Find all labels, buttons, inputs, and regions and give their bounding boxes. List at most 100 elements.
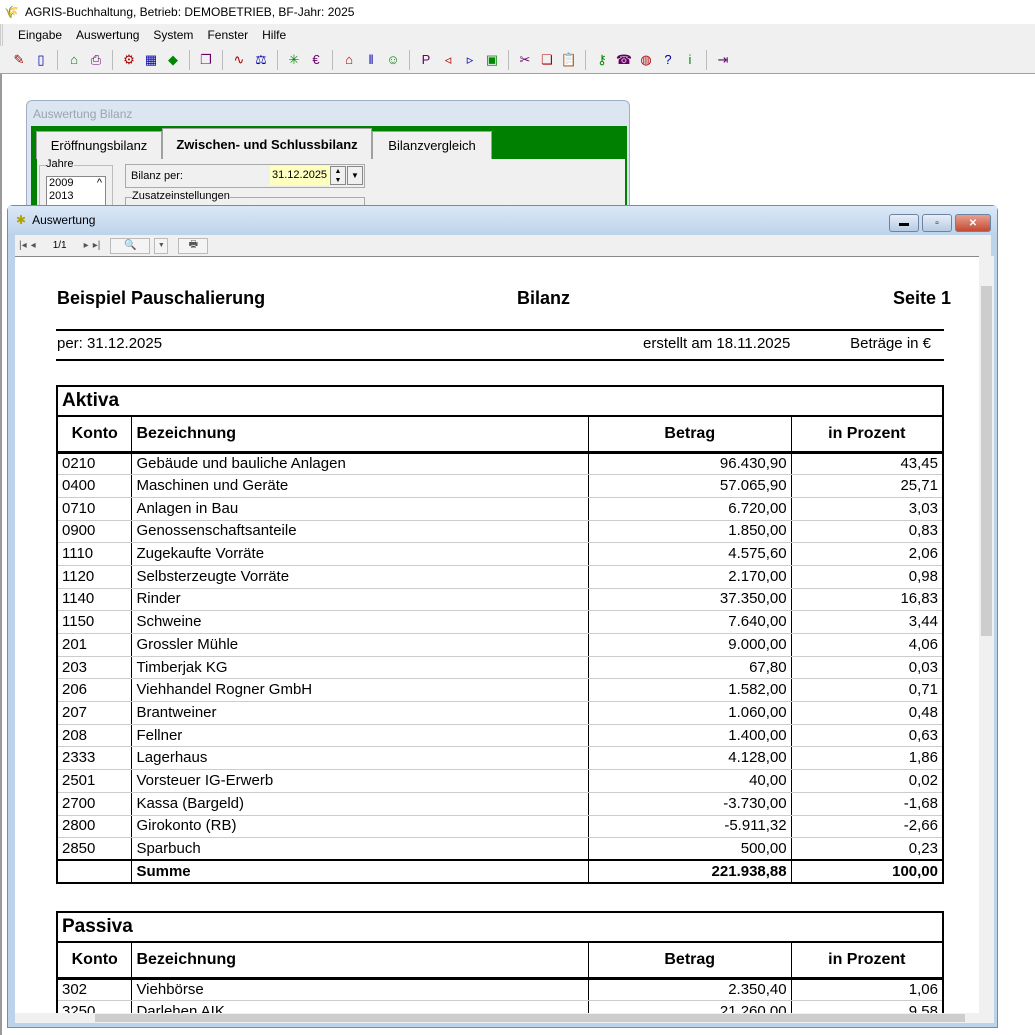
first-page-icon[interactable]: |◂: [19, 240, 27, 251]
money-bag-icon[interactable]: €: [312, 52, 320, 67]
table-row: 2800 Girokonto (RB) -5.911,32 -2,66: [56, 815, 943, 839]
toolbar-separator: [112, 49, 113, 70]
maximize-button[interactable]: ▫: [922, 214, 952, 232]
date-spinner[interactable]: ▲ ▼: [330, 166, 346, 185]
main-toolbar: ✎ ▯ ⌂ ⎙ ⚙ ▦ ◆ ❐ ∿ ⚖ ✳ € ⌂ ‖ ☺ P ◃ ▹ ▣ ✂ ❏ 📋 ⚷ ☎ ◍? i ⇥: [0, 46, 1035, 74]
burst-icon[interactable]: ✳: [288, 52, 300, 67]
farm-tractor-icon[interactable]: ⌂: [345, 52, 353, 67]
help-icon[interactable]: ?: [664, 52, 672, 67]
edit-icon[interactable]: ✎: [13, 52, 25, 67]
auswertung-window: ✱ Auswertung ▬ ▫ ✕ |◂ ◂ 1/1 ▸ ▸| 🔍 ▼ 🖶 B…: [7, 205, 998, 1028]
tab-zwischen-schlussbilanz[interactable]: Zwischen- und Schlussbilanz: [162, 128, 372, 159]
section-header: Passiva: [56, 912, 943, 943]
people-icon[interactable]: ☺: [386, 52, 400, 67]
jahre-item[interactable]: 2009: [49, 177, 74, 189]
menu-auswertung[interactable]: Auswertung: [76, 28, 140, 42]
aktiva-table: Aktiva Konto Bezeichnung Betrag in Prozent 02…: [56, 385, 944, 885]
sum-konto: [56, 859, 132, 884]
toolbar-separator: [706, 49, 707, 70]
cell-prozent: 0,02: [790, 769, 943, 793]
sack-icon[interactable]: ◆: [168, 52, 178, 67]
print-icon[interactable]: 🖶: [178, 237, 209, 254]
zoom-dropdown-icon[interactable]: ▼: [154, 237, 169, 254]
book-icon[interactable]: ▯: [37, 52, 45, 67]
horizontal-scrollbar[interactable]: [15, 1013, 994, 1023]
window-title: Auswertung: [32, 213, 96, 227]
menu-system[interactable]: System: [153, 28, 194, 42]
menu-eingabe[interactable]: Eingabe: [18, 28, 63, 42]
scale-icon[interactable]: ⚖: [255, 52, 267, 67]
section-header: Aktiva: [56, 386, 943, 417]
window-titlebar: ✱ Auswertung: [8, 206, 997, 234]
table-row: 3250 Darlehen AIK 21.260,00 9,58: [56, 1000, 943, 1013]
farm-icon[interactable]: ⌂: [70, 52, 78, 67]
tab-eroeffnungsbilanz[interactable]: Eröffnungsbilanz: [36, 131, 162, 159]
prev-page-icon[interactable]: ◂: [30, 240, 36, 251]
cell-bezeichnung: Grossler Mühle: [131, 633, 589, 657]
cell-konto: 201: [56, 633, 132, 657]
copy-pages-icon[interactable]: ❐: [200, 52, 212, 67]
cell-bezeichnung: Gebäude und bauliche Anlagen: [131, 452, 589, 476]
last-page-icon[interactable]: ▸|: [92, 240, 101, 251]
table-row: 0710 Anlagen in Bau 6.720,00 3,03: [56, 497, 943, 521]
bilanz-per-date-input[interactable]: 31.12.2025: [270, 166, 330, 185]
tractor-icon[interactable]: ⚙: [123, 52, 135, 67]
bilanz-per-group: Bilanz per: 31.12.2025 ▲ ▼ ▼: [125, 164, 365, 188]
tab-bilanzvergleich[interactable]: Bilanzvergleich: [372, 131, 492, 159]
menu-hilfe[interactable]: Hilfe: [262, 28, 287, 42]
left-columns-icon[interactable]: ◃: [444, 52, 452, 67]
cell-betrag: 1.400,00: [587, 724, 792, 748]
tubes-icon[interactable]: ‖: [368, 52, 374, 67]
column-headers: Konto Bezeichnung Betrag in Prozent: [56, 942, 943, 980]
cell-betrag: 40,00: [587, 769, 792, 793]
curve-icon[interactable]: ∿: [233, 52, 245, 67]
column-headers: Konto Bezeichnung Betrag in Prozent: [56, 416, 943, 454]
cell-bezeichnung: Rinder: [131, 588, 589, 612]
scissors-icon[interactable]: ✂: [519, 52, 531, 67]
date-dropdown-button[interactable]: ▼: [347, 166, 363, 185]
column-header: Konto: [56, 942, 132, 980]
printer-icon[interactable]: ⎙: [90, 52, 102, 67]
app-title: AGRIS-Buchhaltung, Betrieb: DEMOBETRIEB,…: [24, 5, 355, 19]
cell-betrag: 7.640,00: [587, 610, 792, 634]
scroll-up-icon[interactable]: ^: [96, 177, 102, 189]
cell-konto: 1150: [56, 610, 132, 634]
cell-bezeichnung: Maschinen und Geräte: [131, 474, 589, 498]
jahre-item[interactable]: 2013: [49, 190, 74, 202]
globe-icon[interactable]: ◍: [640, 52, 652, 67]
right-columns-icon[interactable]: ▹: [466, 52, 474, 67]
info-icon[interactable]: i: [688, 52, 692, 67]
report-per-date: per: 31.12.2025: [57, 335, 163, 352]
cell-bezeichnung: Vorsteuer IG-Erwerb: [131, 769, 589, 793]
fax-icon[interactable]: ☎: [615, 52, 633, 67]
menu-fenster[interactable]: Fenster: [207, 28, 249, 42]
exit-icon[interactable]: ⇥: [717, 52, 729, 67]
toolbar-separator: [508, 49, 509, 70]
minimize-button[interactable]: ▬: [889, 214, 919, 232]
cell-betrag: -3.730,00: [587, 792, 792, 816]
cell-bezeichnung: Fellner: [131, 724, 589, 748]
paste-icon[interactable]: 📋: [560, 52, 578, 67]
cell-konto: 3250: [56, 1000, 132, 1013]
close-button[interactable]: ✕: [955, 214, 991, 232]
cell-prozent: -1,68: [790, 792, 943, 816]
next-page-icon[interactable]: ▸: [83, 240, 89, 251]
p-icon[interactable]: P: [421, 52, 431, 67]
scroll-thumb[interactable]: [981, 286, 992, 636]
vertical-scrollbar[interactable]: [979, 256, 994, 1013]
window-icon: ✱: [16, 213, 27, 227]
zoom-icon[interactable]: 🔍: [110, 237, 151, 254]
copy-icon[interactable]: ❏: [541, 52, 553, 67]
key-icon[interactable]: ⚷: [597, 52, 607, 67]
section-label: Passiva: [56, 912, 943, 943]
cell-bezeichnung: Anlagen in Bau: [131, 497, 589, 521]
save-icon[interactable]: ▣: [485, 52, 499, 67]
column-header: Konto: [56, 416, 132, 454]
cell-prozent: 0,23: [790, 837, 943, 861]
table-row: 0210 Gebäude und bauliche Anlagen 96.430,9…: [56, 452, 943, 476]
table-row: 203 Timberjak KG 67,80 0,03: [56, 656, 943, 680]
scroll-thumb[interactable]: [95, 1014, 965, 1022]
cell-konto: 1110: [56, 542, 132, 566]
report-created: erstellt am 18.11.2025: [643, 335, 791, 352]
grid-icon[interactable]: ▦: [144, 52, 158, 67]
